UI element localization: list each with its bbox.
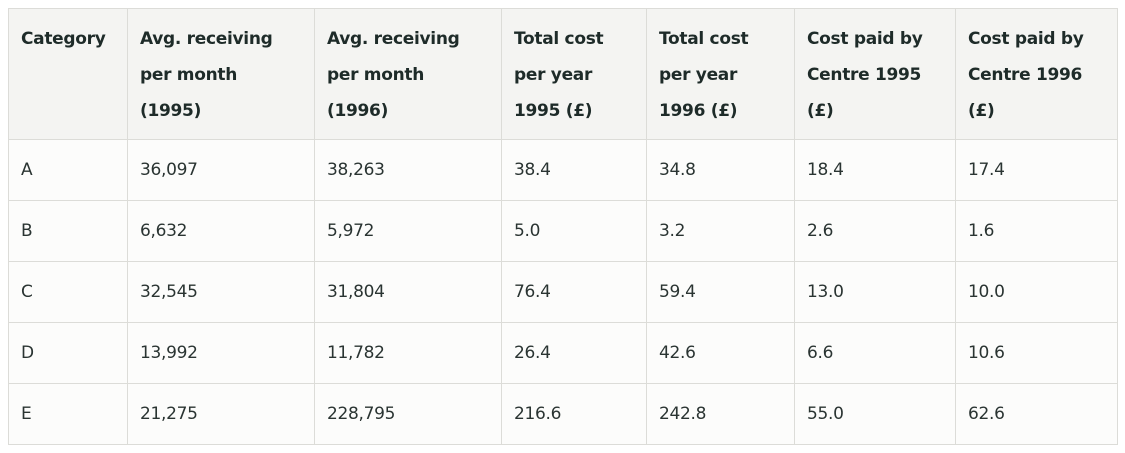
header-line: (1996) xyxy=(327,101,389,121)
value-cell: 13.0 xyxy=(794,261,956,323)
header-row: Category Avg. receiving per month (1995) Avg… xyxy=(8,8,1118,140)
category-cell: A xyxy=(8,139,128,201)
header-line: (£) xyxy=(807,101,834,121)
header-line: Total cost xyxy=(514,29,604,49)
value-cell: 36,097 xyxy=(127,139,315,201)
table-body: A 36,097 38,263 38.4 34.8 18.4 17.4 B 6,632 5,972… xyxy=(8,139,1118,445)
value-cell: 6,632 xyxy=(127,200,315,262)
header-line: Centre 1996 xyxy=(968,65,1083,85)
category-cell: E xyxy=(8,383,128,445)
header-cell: Cost paid by Centre 1996 (£) xyxy=(955,8,1118,140)
value-cell: 216.6 xyxy=(501,383,647,445)
table-row: E 21,275 228,795 216.6 242.8 55.0 62.6 xyxy=(8,383,1118,445)
value-cell: 76.4 xyxy=(501,261,647,323)
value-cell: 2.6 xyxy=(794,200,956,262)
table-row: A 36,097 38,263 38.4 34.8 18.4 17.4 xyxy=(8,139,1118,201)
header-line: 1995 (£) xyxy=(514,101,593,121)
value-cell: 21,275 xyxy=(127,383,315,445)
table-row: C 32,545 31,804 76.4 59.4 13.0 10.0 xyxy=(8,261,1118,323)
value-cell: 59.4 xyxy=(646,261,795,323)
value-cell: 32,545 xyxy=(127,261,315,323)
header-line: Cost paid by xyxy=(807,29,923,49)
header-cell: Total cost per year 1995 (£) xyxy=(501,8,647,140)
value-cell: 42.6 xyxy=(646,322,795,384)
value-cell: 34.8 xyxy=(646,139,795,201)
value-cell: 18.4 xyxy=(794,139,956,201)
header-cell: Avg. receiving per month (1996) xyxy=(314,8,502,140)
value-cell: 1.6 xyxy=(955,200,1118,262)
category-cell: D xyxy=(8,322,128,384)
value-cell: 26.4 xyxy=(501,322,647,384)
header-line: per year xyxy=(514,65,593,85)
header-line: Total cost xyxy=(659,29,749,49)
category-cell: B xyxy=(8,200,128,262)
value-cell: 62.6 xyxy=(955,383,1118,445)
header-cell: Total cost per year 1996 (£) xyxy=(646,8,795,140)
value-cell: 13,992 xyxy=(127,322,315,384)
header-line: per month xyxy=(140,65,238,85)
value-cell: 10.0 xyxy=(955,261,1118,323)
table-row: B 6,632 5,972 5.0 3.2 2.6 1.6 xyxy=(8,200,1118,262)
table-row: D 13,992 11,782 26.4 42.6 6.6 10.6 xyxy=(8,322,1118,384)
table-container: Category Avg. receiving per month (1995) Avg… xyxy=(8,8,1118,445)
header-line: (£) xyxy=(968,101,995,121)
value-cell: 3.2 xyxy=(646,200,795,262)
header-line: per month xyxy=(327,65,425,85)
header-cell: Cost paid by Centre 1995 (£) xyxy=(794,8,956,140)
header-line: Avg. receiving xyxy=(327,29,460,49)
header-line: Category xyxy=(21,29,106,49)
value-cell: 5.0 xyxy=(501,200,647,262)
value-cell: 228,795 xyxy=(314,383,502,445)
value-cell: 17.4 xyxy=(955,139,1118,201)
value-cell: 5,972 xyxy=(314,200,502,262)
value-cell: 6.6 xyxy=(794,322,956,384)
header-line: 1996 (£) xyxy=(659,101,738,121)
header-line: Cost paid by xyxy=(968,29,1084,49)
header-cell: Avg. receiving per month (1995) xyxy=(127,8,315,140)
value-cell: 55.0 xyxy=(794,383,956,445)
value-cell: 11,782 xyxy=(314,322,502,384)
header-cell: Category xyxy=(8,8,128,140)
category-cell: C xyxy=(8,261,128,323)
header-line: Centre 1995 xyxy=(807,65,922,85)
header-line: Avg. receiving xyxy=(140,29,273,49)
value-cell: 38.4 xyxy=(501,139,647,201)
value-cell: 38,263 xyxy=(314,139,502,201)
data-table: Category Avg. receiving per month (1995) Avg… xyxy=(8,8,1118,445)
value-cell: 10.6 xyxy=(955,322,1118,384)
header-line: (1995) xyxy=(140,101,202,121)
value-cell: 31,804 xyxy=(314,261,502,323)
value-cell: 242.8 xyxy=(646,383,795,445)
header-line: per year xyxy=(659,65,738,85)
